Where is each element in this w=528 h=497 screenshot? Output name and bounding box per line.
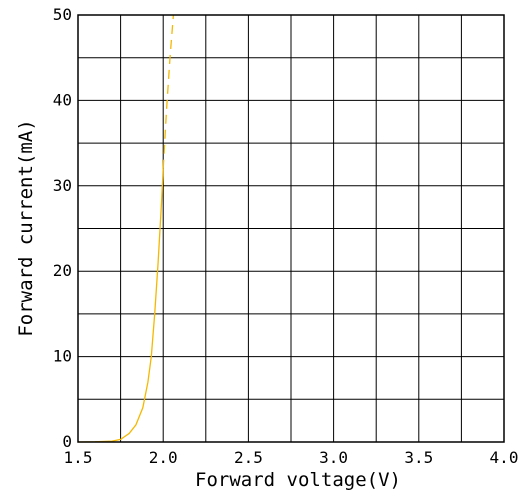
y-tick-label: 0 — [62, 432, 72, 451]
y-axis-label: Forward current(mA) — [15, 119, 37, 336]
series-layer — [77, 14, 175, 443]
x-axis-label: Forward voltage(V) — [195, 469, 401, 491]
x-tick-label: 1.5 — [64, 448, 93, 467]
plot-frame — [77, 14, 505, 443]
x-tick-label: 3.5 — [404, 448, 433, 467]
y-tick-label: 30 — [53, 176, 72, 195]
series-line-0 — [77, 168, 164, 443]
x-tick-label: 3.0 — [319, 448, 348, 467]
y-tick-label: 10 — [53, 347, 72, 366]
y-tick-labels: 0 10 20 30 40 50 — [53, 5, 72, 451]
y-tick-label: 50 — [53, 5, 72, 24]
series-line-1 — [162, 14, 175, 169]
y-tick-label: 40 — [53, 90, 72, 109]
grid — [78, 15, 504, 442]
x-tick-label: 2.5 — [234, 448, 263, 467]
x-tick-label: 2.0 — [149, 448, 178, 467]
y-tick-label: 20 — [53, 261, 72, 280]
x-tick-label: 4.0 — [490, 448, 519, 467]
x-tick-labels: 1.5 2.0 2.5 3.0 3.5 4.0 — [64, 448, 519, 467]
